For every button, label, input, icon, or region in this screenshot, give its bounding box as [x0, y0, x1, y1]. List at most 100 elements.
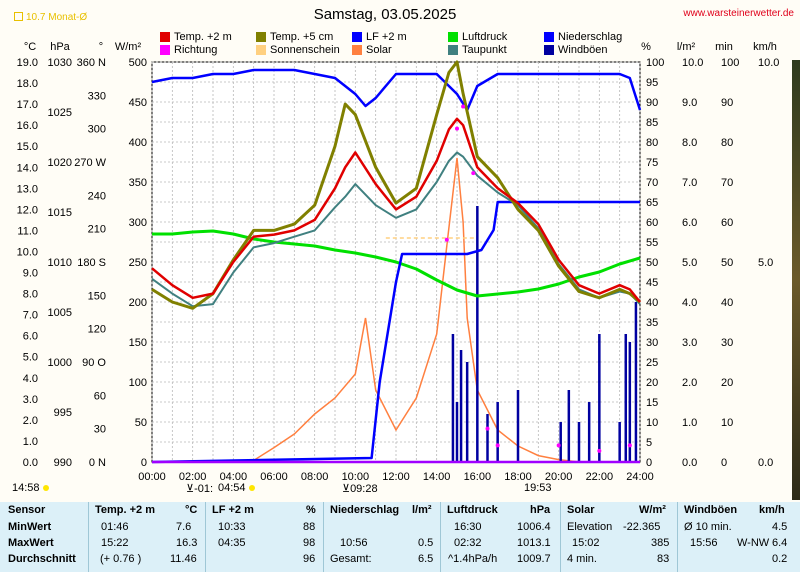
legend-swatch	[352, 45, 362, 55]
humidity-tick-label: 15	[646, 397, 658, 409]
legend-label: LF +2 m	[366, 31, 407, 43]
temp-tick-label: 8.0	[23, 289, 38, 301]
temp-tick-label: 7.0	[23, 310, 38, 322]
temp-tick-label: 5.0	[23, 352, 38, 364]
rain-tick-label: 8.0	[682, 137, 697, 149]
direction-tick-label: 270 W	[74, 157, 106, 169]
legend-swatch	[544, 45, 554, 55]
humidity-tick-label: 100	[646, 57, 664, 69]
series-lf-2-m	[151, 68, 642, 112]
legend-item: Niederschlag	[544, 31, 622, 43]
temp-tick-label: 0.0	[23, 457, 38, 469]
rain-tick-label: 9.0	[682, 97, 697, 109]
temp-tick-label: 4.0	[23, 373, 38, 385]
minutes-tick-label: 90	[721, 97, 733, 109]
stats-row-max: MaxWert 15:22 16.3 04:35 98 10:56 0.5 02…	[8, 537, 788, 549]
minutes-tick-label: 60	[721, 217, 733, 229]
rain-tick-label: 5.0	[682, 257, 697, 269]
minutes-tick-label: 30	[721, 337, 733, 349]
series-luftdruck	[152, 229, 641, 298]
legend-item: Temp. +2 m	[160, 31, 232, 43]
axis-unit-label: l/m²	[677, 41, 696, 53]
weather-chart: 19.0 18.0 17.0 16.0 15.0 14.0 13.0 12.0 11.0 10.0…	[17, 41, 780, 483]
hpa-tick-label: 1000	[48, 357, 72, 369]
wind-direction-point	[471, 171, 476, 176]
site-link[interactable]: www.warsteinerwetter.de	[683, 8, 794, 19]
direction-tick-label: 300	[88, 124, 106, 136]
sunrise-marker: 04:54	[218, 482, 255, 494]
time-tick-label: 14:00	[423, 471, 451, 483]
legend-label: Temp. +5 cm	[270, 31, 334, 43]
wind-direction-point	[461, 104, 466, 109]
humidity-tick-label: 55	[646, 237, 658, 249]
sunset-marker: 19:53	[524, 482, 552, 494]
humidity-tick-label: 85	[646, 117, 658, 129]
temp-tick-label: 13.0	[17, 183, 38, 195]
solar-tick-label: 150	[129, 337, 147, 349]
direction-tick-label: 60	[94, 390, 106, 402]
minutes-tick-label: 100	[721, 57, 739, 69]
humidity-tick-label: 35	[646, 317, 658, 329]
solar-tick-label: 400	[129, 137, 147, 149]
temp-tick-label: 10.0	[17, 246, 38, 258]
time-tick-label: 02:00	[179, 471, 207, 483]
temp-tick-label: 15.0	[17, 141, 38, 153]
time-tick-label: 08:00	[301, 471, 329, 483]
solar-tick-label: 200	[129, 297, 147, 309]
humidity-tick-label: 5	[646, 437, 652, 449]
temp-tick-label: 18.0	[17, 78, 38, 90]
minutes-tick-label: 70	[721, 177, 733, 189]
temp-tick-label: 11.0	[17, 225, 38, 237]
direction-tick-label: 30	[94, 424, 106, 436]
legend-item: Richtung	[160, 44, 217, 56]
legend-label: Niederschlag	[558, 31, 623, 43]
sunrise-time-marker: 14:58	[12, 482, 49, 494]
hpa-tick-label: 990	[54, 457, 72, 469]
minutes-tick-label: 50	[721, 257, 733, 269]
legend: Temp. +2 m Temp. +5 cm LF +2 m Luftdruck Nie…	[160, 31, 640, 59]
humidity-tick-label: 45	[646, 277, 658, 289]
rain-tick-label: 6.0	[682, 217, 697, 229]
minutes-tick-label: 10	[721, 417, 733, 429]
legend-item: Windböen	[544, 44, 608, 56]
rain-tick-label: 1.0	[682, 417, 697, 429]
time-tick-label: 22:00	[586, 471, 614, 483]
solar-tick-label: 300	[129, 217, 147, 229]
solar-tick-label: 100	[129, 377, 147, 389]
solar-tick-label: 0	[141, 457, 147, 469]
time-tick-label: 18:00	[504, 471, 532, 483]
minutes-tick-label: 40	[721, 297, 733, 309]
legend-label: Windböen	[558, 44, 608, 56]
legend-swatch	[352, 32, 362, 42]
rain-tick-label: 3.0	[682, 337, 697, 349]
minutes-tick-label: 80	[721, 137, 733, 149]
humidity-tick-label: 80	[646, 137, 658, 149]
legend-item: Taupunkt	[448, 44, 507, 56]
direction-tick-label: 180 S	[77, 257, 106, 269]
direction-tick-label: 360 N	[77, 57, 106, 69]
month-average-label: 10.7 Monat-Ø	[26, 12, 88, 23]
legend-label: Sonnenschein	[270, 44, 340, 56]
wind-direction-point	[627, 443, 632, 448]
humidity-tick-label: 25	[646, 357, 658, 369]
series-solar	[253, 157, 580, 463]
humidity-tick-label: 95	[646, 77, 658, 89]
axis-unit-label: °	[99, 41, 103, 53]
temp-tick-label: 2.0	[23, 415, 38, 427]
wind-direction-point	[495, 443, 500, 448]
time-tick-label: 12:00	[382, 471, 410, 483]
legend-item: Luftdruck	[448, 31, 507, 43]
temp-tick-label: 1.0	[23, 436, 38, 448]
dawn-marker: ⊻-01:	[186, 483, 214, 495]
series-temp-2-m	[151, 117, 641, 303]
time-tick-label: 20:00	[545, 471, 573, 483]
temp-tick-label: 3.0	[23, 394, 38, 406]
series-temp-5-cm	[151, 60, 641, 310]
axis-unit-label: %	[641, 41, 651, 53]
hpa-tick-label: 1030	[48, 57, 72, 69]
rain-tick-label: 4.0	[682, 297, 697, 309]
wind-direction-point	[444, 237, 449, 242]
legend-swatch	[256, 32, 266, 42]
wind-direction-point	[556, 443, 561, 448]
stats-table: Sensor Temp. +2 m °C LF +2 m % Niedersch…	[0, 502, 800, 572]
